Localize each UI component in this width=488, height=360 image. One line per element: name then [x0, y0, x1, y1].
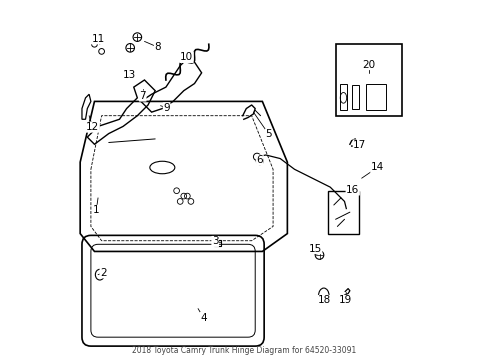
Text: 11: 11: [91, 34, 104, 44]
Text: 8: 8: [154, 42, 161, 52]
Bar: [328, 191, 358, 234]
Text: 6: 6: [256, 155, 263, 165]
Text: 2018 Toyota Camry Trunk Hinge Diagram for 64520-33091: 2018 Toyota Camry Trunk Hinge Diagram fo…: [132, 346, 356, 355]
Bar: [214, 240, 220, 246]
Text: 16: 16: [346, 185, 359, 195]
Bar: [340, 84, 346, 111]
Text: 19: 19: [338, 296, 351, 305]
Text: 7: 7: [139, 91, 146, 101]
Text: 17: 17: [352, 140, 366, 150]
Bar: [335, 44, 401, 116]
Text: 13: 13: [122, 70, 136, 80]
Text: 12: 12: [86, 122, 99, 132]
Text: 18: 18: [317, 296, 330, 305]
Text: 1: 1: [93, 205, 100, 215]
Text: 9: 9: [163, 103, 170, 113]
Text: 2: 2: [100, 268, 106, 278]
Bar: [351, 85, 358, 109]
Text: 4: 4: [200, 312, 206, 323]
Text: 10: 10: [180, 53, 193, 63]
Bar: [365, 84, 385, 111]
Text: 5: 5: [265, 129, 271, 139]
Text: 15: 15: [308, 244, 321, 253]
Text: 14: 14: [370, 162, 383, 172]
Text: 20: 20: [362, 60, 375, 69]
Text: 3: 3: [211, 237, 218, 247]
